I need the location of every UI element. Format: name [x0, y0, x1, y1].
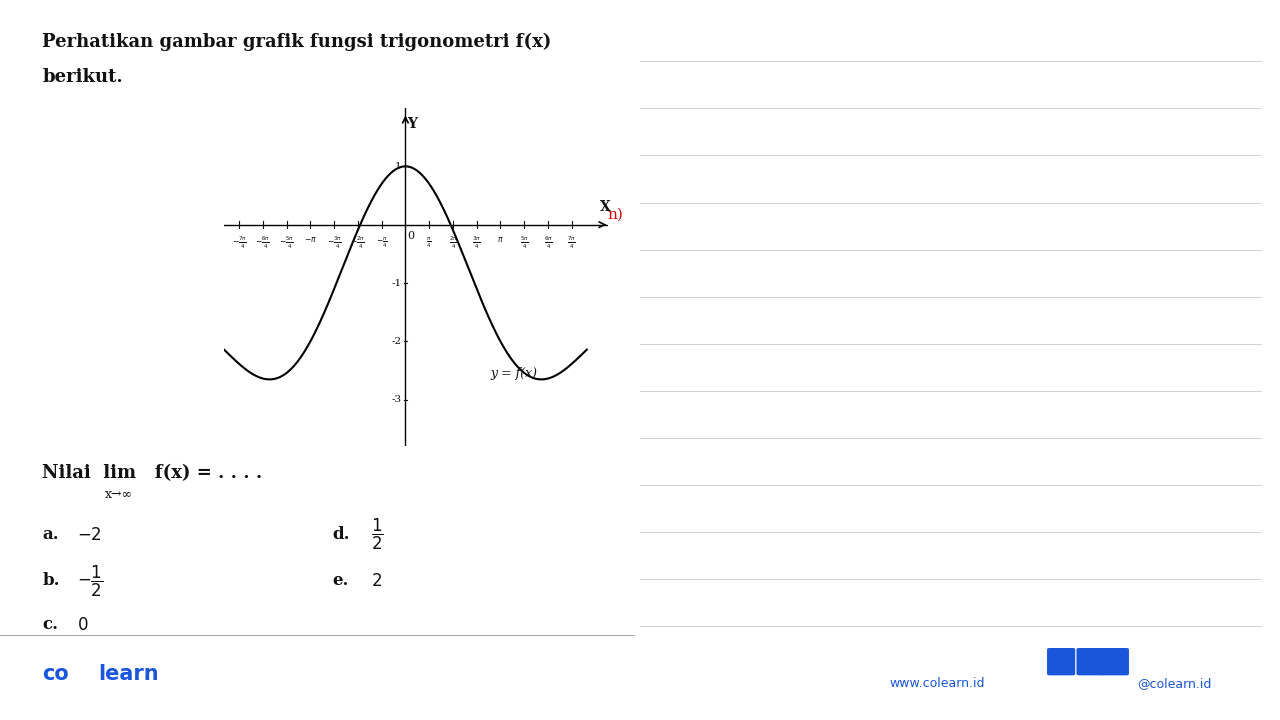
- Text: $-\dfrac{1}{2}$: $-\dfrac{1}{2}$: [77, 564, 104, 599]
- Text: X: X: [600, 200, 611, 214]
- Text: $\frac{3\pi}{4}$: $\frac{3\pi}{4}$: [472, 235, 481, 251]
- Text: b.: b.: [42, 572, 60, 590]
- Text: 0: 0: [407, 230, 415, 240]
- Text: $\frac{6\pi}{4}$: $\frac{6\pi}{4}$: [544, 235, 552, 251]
- Text: e.: e.: [333, 572, 349, 590]
- Text: c.: c.: [42, 616, 59, 633]
- Text: y = f(x): y = f(x): [490, 367, 538, 380]
- Text: a.: a.: [42, 526, 59, 543]
- Text: $\frac{7\pi}{4}$: $\frac{7\pi}{4}$: [567, 235, 576, 251]
- Text: $\frac{2\pi}{4}$: $\frac{2\pi}{4}$: [448, 235, 457, 251]
- Text: Perhatikan gambar grafik fungsi trigonometri f(x): Perhatikan gambar grafik fungsi trigonom…: [42, 32, 552, 50]
- Text: www.colearn.id: www.colearn.id: [890, 677, 986, 690]
- Text: $-\frac{\pi}{4}$: $-\frac{\pi}{4}$: [376, 235, 388, 250]
- Text: $-\frac{7\pi}{4}$: $-\frac{7\pi}{4}$: [232, 235, 247, 251]
- Text: $2$: $2$: [371, 572, 383, 590]
- Text: $\frac{5\pi}{4}$: $\frac{5\pi}{4}$: [520, 235, 529, 251]
- Text: d.: d.: [333, 526, 351, 543]
- Text: $-\frac{5\pi}{4}$: $-\frac{5\pi}{4}$: [279, 235, 294, 251]
- Text: $-\frac{3\pi}{4}$: $-\frac{3\pi}{4}$: [326, 235, 342, 251]
- Text: Nilai  lim   f(x) = . . . .: Nilai lim f(x) = . . . .: [42, 464, 262, 482]
- Text: n): n): [608, 207, 623, 221]
- Text: berikut.: berikut.: [42, 68, 123, 86]
- Text: 1: 1: [396, 162, 402, 171]
- Text: x→∞: x→∞: [105, 488, 133, 501]
- Text: $-2$: $-2$: [77, 526, 101, 544]
- Text: -3: -3: [392, 395, 402, 404]
- Text: -2: -2: [392, 337, 402, 346]
- Text: @colearn.id: @colearn.id: [1137, 677, 1211, 690]
- Text: $-\pi$: $-\pi$: [303, 235, 317, 244]
- Text: $\dfrac{1}{2}$: $\dfrac{1}{2}$: [371, 517, 384, 552]
- Text: $-\frac{6\pi}{4}$: $-\frac{6\pi}{4}$: [255, 235, 270, 251]
- Text: $-\frac{2\pi}{4}$: $-\frac{2\pi}{4}$: [351, 235, 366, 251]
- Text: Y: Y: [407, 117, 417, 131]
- Text: co: co: [42, 664, 69, 684]
- Text: $\pi$: $\pi$: [497, 235, 504, 244]
- Text: -1: -1: [392, 279, 402, 287]
- Text: learn: learn: [99, 664, 159, 684]
- Text: $\frac{\pi}{4}$: $\frac{\pi}{4}$: [426, 235, 431, 250]
- Text: $0$: $0$: [77, 616, 88, 634]
